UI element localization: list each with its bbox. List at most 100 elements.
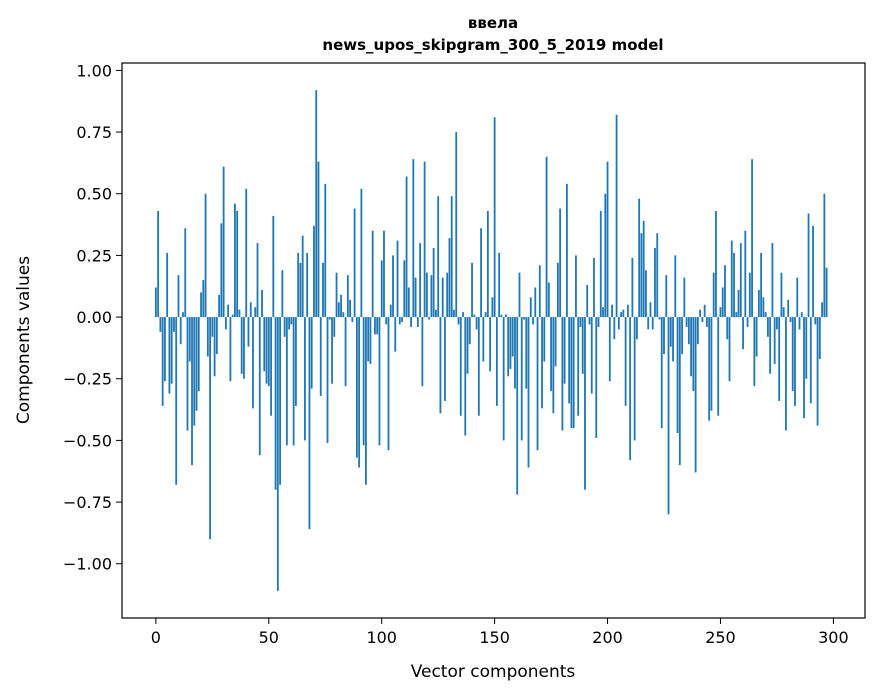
bar-53	[274, 317, 277, 490]
bar-232	[678, 317, 681, 466]
bar-177	[554, 317, 557, 367]
bar-227	[667, 317, 670, 515]
bar-183	[568, 317, 571, 404]
bar-242	[701, 317, 704, 322]
bar-78	[331, 317, 333, 384]
bar-277	[780, 272, 783, 318]
bar-87	[351, 317, 354, 322]
bar-275	[776, 317, 778, 330]
bar-24	[209, 317, 211, 540]
bar-57	[283, 317, 286, 337]
bar-70	[313, 225, 315, 318]
bar-270	[764, 312, 767, 318]
bar-94	[367, 317, 370, 362]
bar-218	[647, 317, 650, 330]
bar-206	[620, 312, 622, 318]
bar-130	[448, 238, 451, 318]
bar-220	[651, 317, 654, 330]
bar-41	[247, 317, 250, 347]
bar-36	[236, 211, 239, 318]
bar-113	[410, 317, 412, 327]
bar-168	[534, 287, 537, 318]
bar-244	[706, 317, 708, 327]
bar-266	[755, 317, 758, 357]
bar-79	[333, 317, 336, 337]
bar-145	[482, 317, 485, 362]
bar-238	[692, 317, 695, 392]
bar-284	[796, 277, 799, 318]
bar-27	[215, 317, 218, 355]
bar-150	[493, 117, 496, 318]
bar-115	[414, 277, 417, 318]
bar-217	[645, 270, 647, 318]
bar-189	[581, 317, 584, 374]
bar-33	[229, 317, 232, 382]
bar-234	[683, 277, 686, 318]
chart-title-line1: ввела	[468, 14, 518, 32]
bar-230	[674, 255, 677, 318]
bar-69	[310, 317, 313, 389]
bar-285	[798, 317, 801, 330]
bar-82	[340, 294, 342, 318]
bar-251	[721, 287, 724, 318]
bar-292	[814, 317, 817, 325]
y-tick-label: −0.50	[63, 431, 112, 450]
bar-90	[358, 317, 361, 468]
bar-231	[676, 317, 679, 433]
bar-225	[663, 317, 665, 355]
bar-178	[556, 262, 559, 318]
bar-8	[173, 317, 175, 332]
bar-265	[753, 317, 756, 387]
bar-42	[249, 302, 252, 318]
bar-72	[317, 161, 320, 318]
bar-7	[170, 317, 173, 384]
bar-9	[175, 317, 178, 485]
plot-frame	[121, 62, 866, 619]
bar-262	[746, 317, 749, 327]
bar-163	[523, 317, 525, 320]
bar-140	[471, 262, 473, 318]
bar-20	[200, 292, 202, 318]
bar-128	[444, 317, 446, 401]
bar-195	[595, 317, 598, 438]
bar-85	[346, 275, 349, 318]
bar-157	[509, 317, 512, 369]
bar-100	[380, 260, 383, 318]
bar-161	[518, 272, 521, 318]
bar-249	[717, 317, 720, 416]
x-tick-label: 250	[705, 628, 736, 647]
bar-17	[193, 317, 196, 426]
bar-124	[435, 309, 437, 318]
bar-207	[622, 309, 625, 318]
y-tick-label: −1.00	[63, 555, 112, 574]
bar-180	[561, 317, 564, 431]
bar-213	[636, 317, 638, 340]
bar-112	[407, 287, 410, 318]
bar-137	[464, 317, 467, 436]
bar-296	[823, 193, 826, 318]
bar-60	[290, 317, 293, 325]
bar-101	[383, 230, 385, 318]
bar-19	[197, 317, 200, 392]
bar-88	[353, 208, 356, 318]
bar-224	[660, 317, 663, 429]
bar-280	[787, 299, 790, 318]
bar-111	[405, 176, 408, 318]
bar-52	[272, 215, 275, 318]
bar-214	[638, 198, 641, 318]
bar-252	[724, 265, 726, 318]
bar-84	[344, 317, 347, 387]
bar-22	[204, 193, 207, 318]
bar-293	[816, 317, 819, 426]
bar-104	[389, 304, 392, 318]
bar-256	[733, 252, 735, 318]
bar-211	[631, 257, 634, 318]
bar-282	[791, 317, 794, 392]
bar-190	[584, 317, 586, 490]
bar-15	[188, 317, 191, 362]
x-tick-label: 50	[259, 628, 279, 647]
bar-56	[281, 270, 284, 318]
bar-46	[258, 317, 261, 456]
bar-61	[292, 317, 295, 446]
